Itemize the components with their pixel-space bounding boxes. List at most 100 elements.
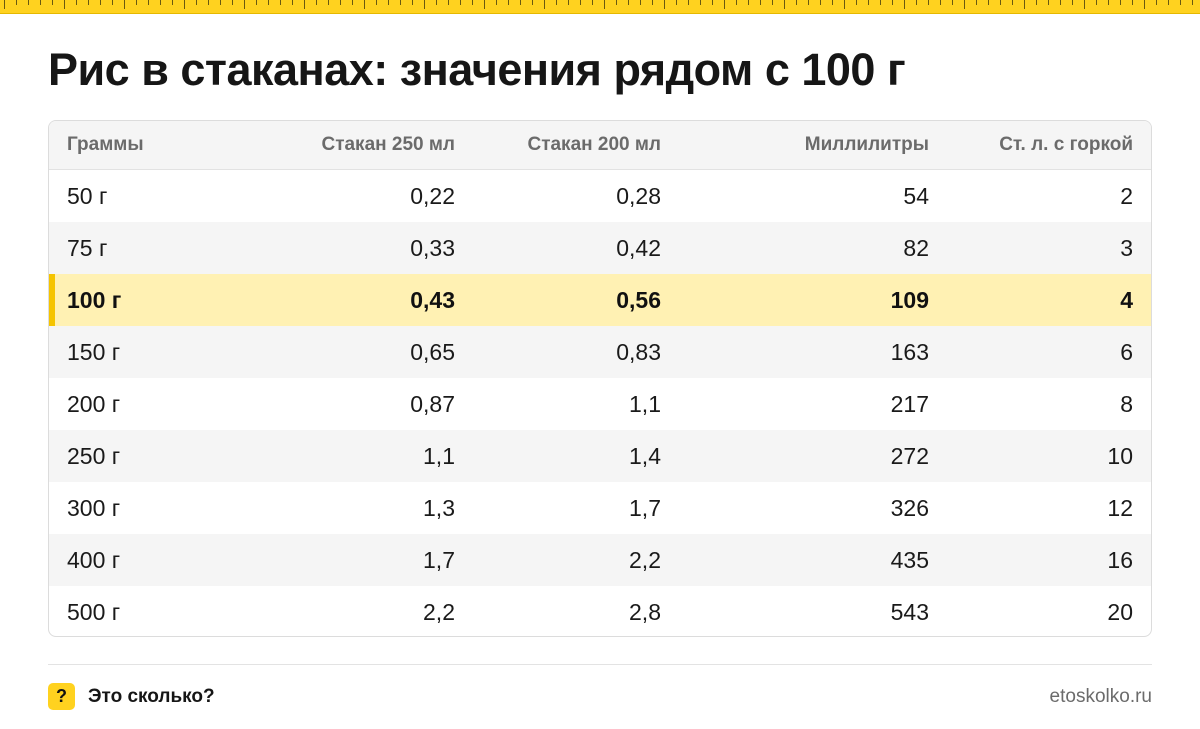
ruler-tick [220,0,221,5]
cell-tablespoons: 12 [1107,494,1133,521]
ruler-tick [1000,0,1001,5]
cell-grams: 250 г [67,442,121,469]
ruler-tick [304,0,305,9]
ruler-tick [1084,0,1085,9]
table-row: 200 г 0,87 1,1 217 8 [49,378,1151,430]
cell-milliliters: 326 [890,494,929,521]
cell-grams: 50 г [67,182,108,209]
ruler-tick [844,0,845,9]
table-row: 500 г 2,2 2,8 543 20 [49,586,1151,636]
ruler-tick [1144,0,1145,9]
ruler-tick [712,0,713,5]
column-header-glass-200: Стакан 200 мл [527,134,661,155]
ruler-tick [1132,0,1133,5]
ruler-tick [172,0,173,5]
ruler-tick [856,0,857,5]
ruler-tick [640,0,641,5]
ruler-tick [1192,0,1193,5]
ruler-tick [700,0,701,5]
ruler-tick [1060,0,1061,5]
ruler-tick [136,0,137,5]
ruler-tick [376,0,377,5]
cell-glass-200: 1,1 [629,390,661,417]
ruler-tick [544,0,545,9]
cell-milliliters: 82 [903,234,929,261]
ruler-tick [364,0,365,9]
ruler-tick [340,0,341,5]
cell-tablespoons: 20 [1107,598,1133,625]
ruler-tick [916,0,917,5]
cell-glass-250: 0,22 [410,182,455,209]
ruler-tick [268,0,269,5]
cell-glass-200: 0,56 [616,286,661,313]
column-header-milliliters: Миллилитры [804,134,929,155]
ruler-tick [928,0,929,5]
ruler-tick [184,0,185,9]
ruler-tick [784,0,785,9]
cell-milliliters: 272 [890,442,929,469]
site-link[interactable]: etoskolko.ru [1049,686,1152,707]
table-row-highlighted: 100 г 0,43 0,56 109 4 [49,274,1151,326]
cell-milliliters: 54 [903,182,929,209]
cell-glass-250: 0,87 [410,390,455,417]
ruler-tick [1036,0,1037,5]
table-row: 150 г 0,65 0,83 163 6 [49,326,1151,378]
cell-tablespoons: 16 [1107,546,1133,573]
ruler-tick [952,0,953,5]
ruler-tick [388,0,389,5]
cell-glass-200: 0,83 [616,338,661,365]
highlight-bar [49,274,55,326]
ruler-tick [1156,0,1157,5]
ruler-tick [28,0,29,5]
ruler-tick [244,0,245,9]
ruler-tick [1180,0,1181,5]
cell-glass-200: 1,4 [629,442,661,469]
ruler-tick [832,0,833,5]
ruler-tick [4,0,5,9]
cell-tablespoons: 4 [1120,286,1133,313]
ruler-tick [484,0,485,9]
ruler-tick [628,0,629,5]
ruler-tick [280,0,281,5]
cell-tablespoons: 2 [1120,182,1133,209]
cell-glass-200: 0,28 [616,182,661,209]
ruler-tick [196,0,197,5]
ruler-tick [664,0,665,9]
ruler-tick [532,0,533,5]
ruler-tick [64,0,65,9]
ruler-tick [904,0,905,9]
ruler-tick [772,0,773,5]
ruler-tick [736,0,737,5]
ruler-tick [520,0,521,5]
cell-grams: 400 г [67,546,121,573]
ruler-tick [112,0,113,5]
cell-milliliters: 109 [890,286,929,313]
ruler-tick [1024,0,1025,9]
ruler-tick [592,0,593,5]
ruler-tick [976,0,977,5]
ruler-tick [508,0,509,5]
ruler-tick [892,0,893,5]
cell-glass-250: 1,7 [423,546,455,573]
page-title: Рис в стаканах: значения рядом с 100 г [48,44,906,95]
ruler-tick [820,0,821,5]
ruler-tick [436,0,437,5]
ruler-tick [76,0,77,5]
ruler-tick [160,0,161,5]
cell-tablespoons: 10 [1107,442,1133,469]
ruler-tick [940,0,941,5]
ruler-tick [796,0,797,5]
cell-grams: 300 г [67,494,121,521]
conversion-table: Граммы Стакан 250 мл Стакан 200 мл Милли… [48,120,1152,637]
ruler-tick [208,0,209,5]
ruler-tick [100,0,101,5]
ruler-tick [724,0,725,9]
ruler-tick [472,0,473,5]
table-row: 75 г 0,33 0,42 82 3 [49,222,1151,274]
ruler-tick [448,0,449,5]
cell-glass-250: 0,43 [410,286,455,313]
ruler-tick [412,0,413,5]
question-icon: ? [48,683,75,710]
cell-glass-200: 2,2 [629,546,661,573]
ruler-tick [316,0,317,5]
